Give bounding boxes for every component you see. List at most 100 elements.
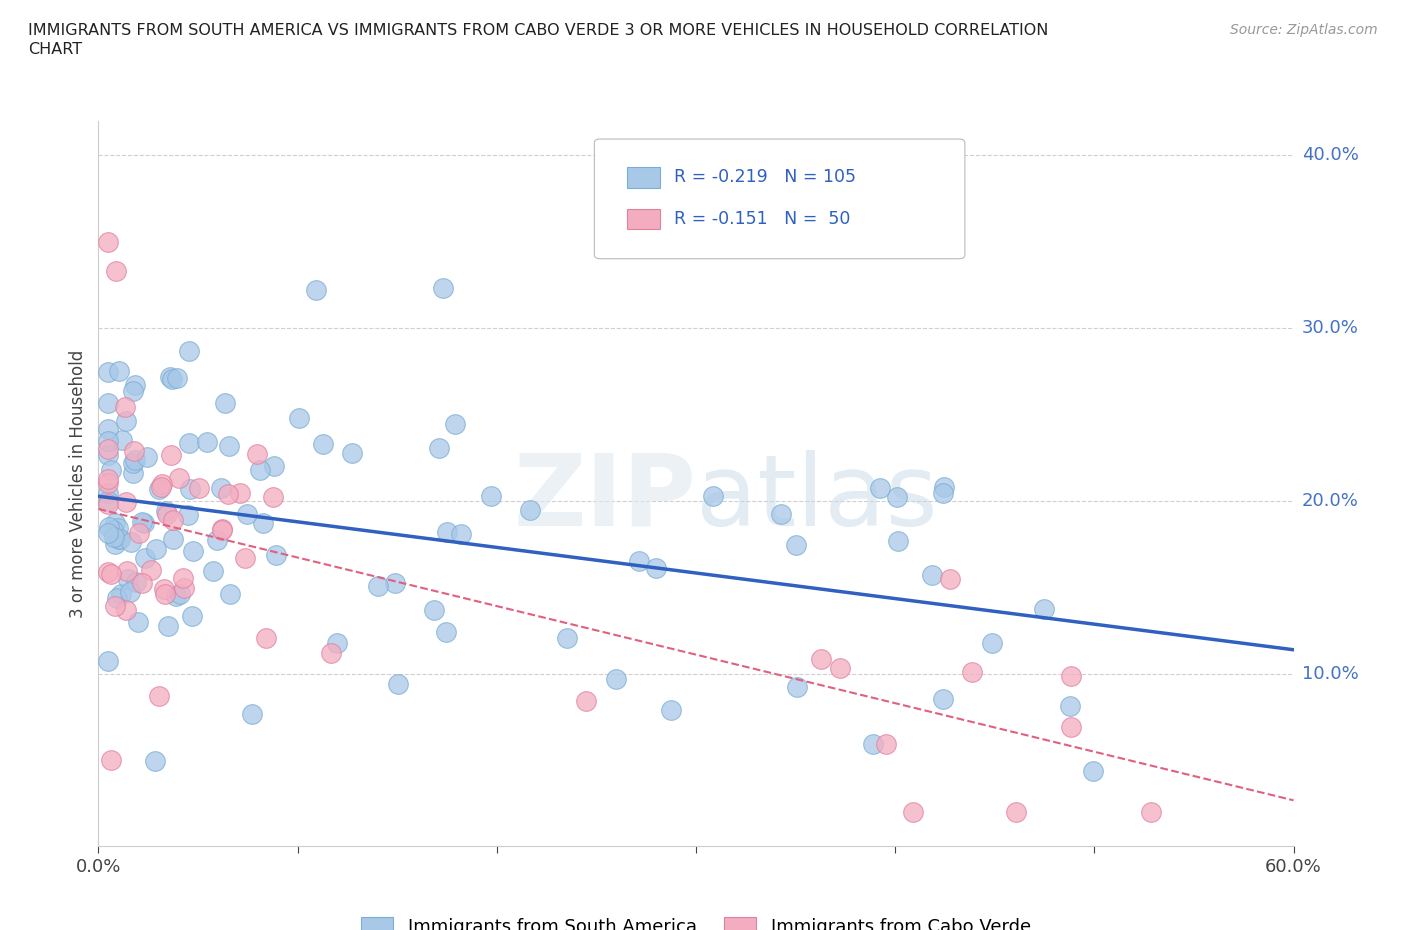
Point — [249, 463, 271, 478]
Point — [97, 494, 120, 509]
Point — [121, 383, 143, 398]
Point — [97, 447, 120, 462]
Point — [139, 563, 162, 578]
Point — [195, 435, 218, 450]
Point — [117, 571, 139, 586]
Point — [150, 479, 173, 494]
Point — [932, 486, 955, 501]
Point — [97, 234, 120, 249]
Point — [97, 654, 120, 669]
Point — [659, 702, 682, 717]
Point — [211, 522, 233, 537]
Point — [770, 507, 793, 522]
Point — [122, 444, 145, 458]
Point — [960, 664, 983, 679]
Point — [266, 547, 288, 562]
Text: R = -0.151   N =  50: R = -0.151 N = 50 — [675, 210, 851, 228]
Point — [169, 587, 191, 602]
Text: 40.0%: 40.0% — [1302, 146, 1358, 165]
Point — [555, 631, 578, 646]
Point — [115, 564, 138, 578]
Point — [97, 365, 120, 379]
Point — [104, 516, 127, 531]
Point — [108, 531, 131, 546]
Point — [162, 512, 184, 527]
Point — [262, 489, 284, 504]
Point — [97, 472, 120, 487]
Point — [160, 447, 183, 462]
Point — [121, 465, 143, 480]
Point — [443, 417, 465, 432]
Point — [181, 544, 204, 559]
Point — [869, 480, 891, 495]
Point — [434, 625, 457, 640]
Point — [104, 599, 127, 614]
Point — [131, 514, 153, 529]
Point — [980, 635, 1002, 650]
Point — [150, 476, 173, 491]
Point — [1140, 804, 1163, 819]
Point — [115, 603, 138, 618]
Point — [1060, 720, 1083, 735]
Point — [155, 587, 177, 602]
Point — [156, 507, 179, 522]
Point — [479, 488, 502, 503]
FancyBboxPatch shape — [595, 139, 965, 259]
Point — [229, 485, 252, 500]
Point — [179, 435, 201, 450]
Point — [240, 707, 263, 722]
Point — [305, 282, 328, 297]
Point — [107, 521, 129, 536]
Point — [97, 497, 120, 512]
Point — [124, 575, 146, 590]
Point — [934, 480, 956, 495]
Point — [159, 370, 181, 385]
Point — [127, 615, 149, 630]
Point — [120, 535, 142, 550]
Point — [319, 645, 342, 660]
Point — [118, 585, 141, 600]
Text: 20.0%: 20.0% — [1302, 492, 1358, 510]
Text: ZIP: ZIP — [513, 449, 696, 547]
Point — [124, 378, 146, 392]
Point — [115, 414, 138, 429]
Point — [148, 688, 170, 703]
Point — [103, 529, 125, 544]
Point — [104, 537, 127, 551]
Point — [367, 578, 389, 593]
Point — [384, 575, 406, 590]
Point — [97, 422, 120, 437]
Point — [188, 480, 211, 495]
Point — [450, 526, 472, 541]
Point — [218, 438, 240, 453]
Point — [218, 587, 240, 602]
Point — [155, 503, 177, 518]
Point — [236, 507, 259, 522]
Point — [143, 753, 166, 768]
Point — [427, 441, 450, 456]
Point — [233, 550, 256, 565]
Point — [209, 481, 232, 496]
Point — [179, 344, 201, 359]
Point — [828, 660, 851, 675]
Point — [875, 737, 897, 751]
Point — [862, 737, 884, 751]
Point — [105, 264, 128, 279]
Point — [1005, 804, 1028, 819]
Point — [100, 753, 122, 768]
Point — [217, 486, 239, 501]
Point — [105, 591, 128, 605]
Point — [901, 804, 924, 819]
Point — [205, 532, 228, 547]
Point — [246, 447, 269, 462]
Point — [180, 608, 202, 623]
Text: 30.0%: 30.0% — [1302, 319, 1358, 338]
Point — [134, 551, 156, 565]
Point — [153, 581, 176, 596]
Point — [115, 495, 138, 510]
Point — [886, 490, 908, 505]
Point — [103, 523, 125, 538]
Point — [97, 433, 120, 448]
Point — [157, 618, 180, 633]
Point — [423, 602, 446, 617]
